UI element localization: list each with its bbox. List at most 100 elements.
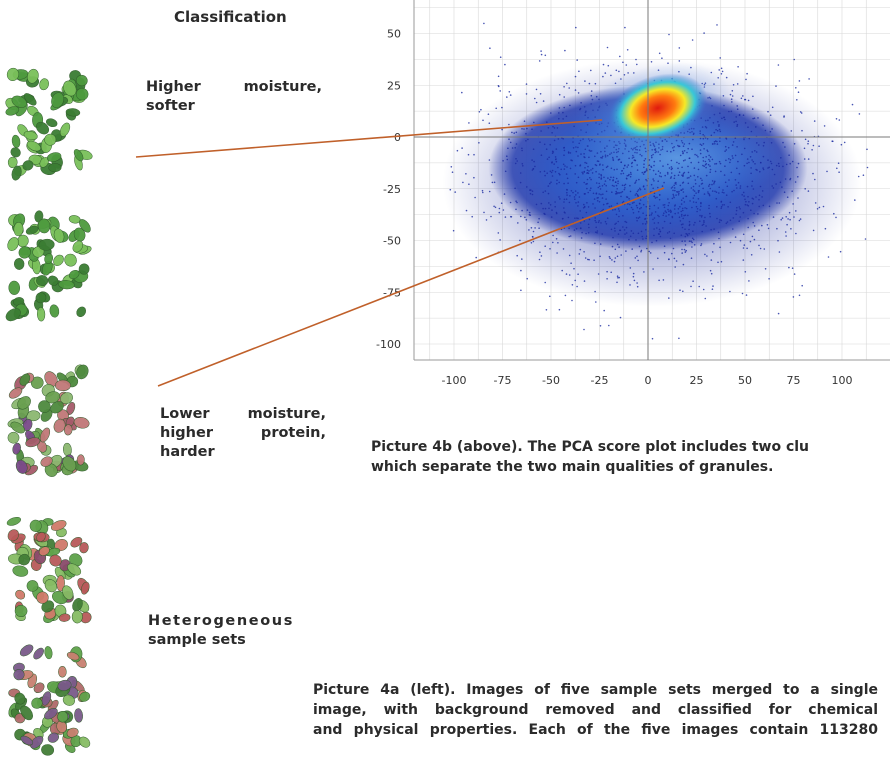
score-point [574, 217, 576, 219]
score-point [614, 208, 616, 211]
score-point [474, 196, 476, 199]
score-point [807, 140, 810, 142]
score-point [610, 167, 613, 170]
score-point [712, 285, 714, 287]
score-point [729, 159, 732, 161]
score-point [521, 149, 523, 152]
score-point [603, 183, 606, 185]
score-point [682, 159, 685, 162]
score-point [808, 78, 810, 80]
score-point [610, 205, 613, 207]
score-point [624, 233, 626, 235]
score-point [677, 194, 680, 196]
granule [57, 679, 72, 692]
score-point [600, 193, 602, 196]
granule [76, 364, 89, 380]
score-point [744, 122, 747, 124]
score-point [583, 280, 586, 282]
score-point [628, 238, 630, 241]
score-point [606, 46, 609, 49]
score-point [543, 212, 545, 215]
score-point [515, 131, 518, 134]
score-point [838, 171, 840, 173]
granule [35, 292, 47, 304]
score-point [618, 276, 620, 279]
score-point [680, 199, 683, 201]
score-point [823, 125, 826, 127]
score-point [467, 153, 470, 156]
score-point [679, 154, 682, 157]
score-point [645, 214, 648, 217]
score-point [563, 211, 566, 213]
score-point [738, 206, 741, 208]
score-point [584, 167, 586, 169]
score-point [739, 185, 742, 187]
score-point [614, 230, 616, 232]
score-point [681, 252, 683, 254]
score-point [468, 183, 470, 185]
x-tick-label: 0 [645, 374, 652, 387]
classification-heading: Classification [174, 8, 287, 26]
score-point [678, 162, 680, 165]
score-point [674, 266, 676, 268]
score-point [596, 197, 598, 199]
score-point [554, 201, 556, 203]
score-point [771, 185, 773, 187]
granule [62, 585, 74, 600]
score-point [719, 219, 721, 221]
granule [20, 705, 33, 721]
score-point [514, 147, 516, 149]
score-point [658, 215, 660, 218]
score-point [571, 299, 573, 302]
score-point [732, 217, 735, 219]
score-point [627, 203, 629, 205]
score-point [595, 226, 597, 229]
score-point [709, 187, 712, 190]
score-point [673, 184, 675, 187]
score-point [759, 170, 761, 173]
score-point [504, 216, 507, 218]
score-point [632, 275, 635, 278]
score-point [687, 165, 689, 168]
score-point [711, 190, 714, 192]
score-point [728, 179, 730, 181]
score-point [706, 138, 709, 140]
caption-4a-line3: and physical properties. Each of the fiv… [313, 722, 878, 738]
score-point [497, 75, 500, 78]
score-point [748, 201, 750, 203]
score-point [565, 198, 568, 200]
score-point [742, 191, 745, 194]
score-point [653, 195, 656, 198]
score-point [720, 170, 722, 173]
score-point [549, 143, 551, 146]
score-point [551, 175, 554, 177]
score-point [551, 150, 554, 153]
score-point [588, 170, 590, 172]
score-point [598, 173, 600, 175]
score-point [738, 220, 740, 222]
granule [22, 418, 33, 432]
score-point [571, 159, 573, 162]
score-point [626, 178, 628, 180]
score-point [771, 106, 774, 109]
score-point [622, 200, 625, 203]
granule [75, 87, 89, 101]
score-point [599, 243, 602, 245]
score-point [608, 324, 610, 327]
score-point [733, 189, 735, 192]
score-point [629, 184, 631, 187]
score-point [567, 182, 569, 184]
score-point [577, 176, 580, 179]
score-point [478, 111, 481, 113]
score-point [521, 163, 524, 165]
score-point [691, 39, 694, 41]
score-point [595, 301, 597, 303]
score-point [709, 156, 712, 158]
score-point [679, 289, 681, 292]
score-point [602, 208, 604, 211]
granule [65, 108, 81, 117]
score-point [579, 210, 581, 212]
score-point [771, 128, 773, 130]
score-point [586, 169, 589, 171]
